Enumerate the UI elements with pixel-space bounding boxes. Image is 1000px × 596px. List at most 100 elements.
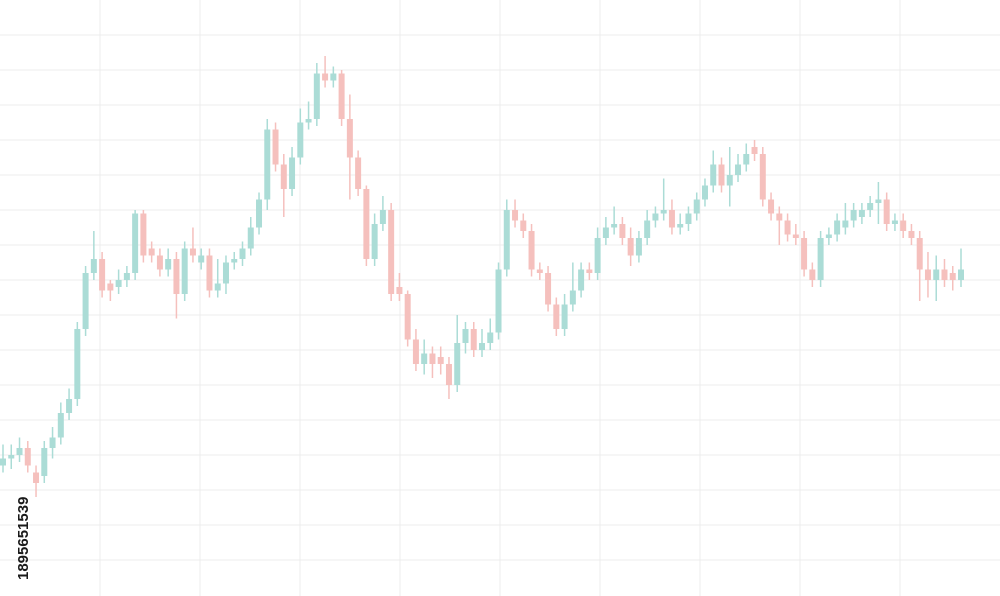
candle-body [825, 234, 832, 238]
candle-body [677, 224, 684, 228]
candle-body [74, 329, 81, 399]
candle-body [437, 357, 444, 364]
candle-body [900, 220, 907, 231]
candle-body [949, 273, 956, 280]
candle-body [553, 304, 560, 329]
candle-body [49, 437, 56, 448]
candle-body [363, 189, 370, 259]
candle-body [8, 455, 15, 459]
candle-body [214, 283, 221, 291]
candle-body [941, 269, 948, 280]
candle-body [569, 290, 576, 305]
candle-body [602, 227, 609, 238]
candle-body [206, 255, 213, 291]
candle-body [33, 472, 40, 483]
candle-body [181, 248, 188, 294]
candle-body [66, 399, 73, 413]
candle-body [239, 248, 246, 259]
candle-body [41, 448, 48, 476]
candle-body [247, 227, 254, 249]
candle-body [454, 343, 461, 385]
candle-body [479, 343, 485, 350]
candle-body [561, 304, 568, 329]
candle-body [346, 119, 353, 158]
candle-body [710, 164, 717, 186]
image-id: 1895651539 [15, 497, 32, 580]
candle-body [297, 122, 304, 158]
candle-body [24, 448, 31, 466]
candle-body [330, 73, 337, 81]
candle-body [875, 199, 882, 203]
candle-body [644, 220, 651, 238]
candle-body [132, 213, 139, 273]
candle-body [693, 199, 700, 214]
candle-body [536, 269, 543, 273]
candle-body [412, 339, 419, 364]
candle-body [743, 154, 750, 165]
candle-body [635, 238, 642, 256]
candle-body [958, 269, 964, 280]
candle-body [660, 210, 667, 214]
candle-body [685, 213, 692, 224]
candle-body [256, 199, 263, 228]
candle-body [404, 294, 411, 340]
candle-body [322, 73, 329, 81]
candle-body [165, 259, 172, 270]
candle-body [173, 259, 180, 294]
candle-body [578, 269, 585, 291]
candle-body [289, 157, 296, 189]
candle-body [123, 273, 130, 280]
candle-body [198, 255, 205, 263]
candle-body [313, 73, 320, 119]
candle-body [701, 185, 708, 200]
candle-body [388, 210, 395, 294]
candle-body [652, 213, 659, 221]
candle-body [115, 280, 122, 287]
candle-body [891, 220, 898, 224]
candle-body [148, 248, 155, 256]
candle-body [495, 269, 502, 333]
candle-body [421, 353, 428, 364]
candle-body [280, 164, 287, 189]
candle-body [520, 220, 527, 231]
candle-body [611, 224, 618, 228]
candle-body [668, 210, 675, 228]
candle-body [396, 287, 403, 294]
candle-body [834, 220, 841, 235]
candle-body [768, 199, 775, 214]
candle-body [371, 224, 378, 259]
candles [0, 56, 964, 497]
candle-body [842, 220, 849, 228]
candle-body [933, 269, 940, 280]
candle-body [222, 262, 229, 284]
candle-body [512, 210, 519, 221]
candle-body [801, 238, 808, 270]
candle-body [528, 231, 535, 270]
candle-body [470, 329, 477, 350]
candle-body [594, 238, 601, 273]
candle-body [545, 273, 552, 305]
candle-body [619, 224, 626, 238]
candle-body [809, 269, 816, 280]
candle-body [82, 273, 89, 329]
candle-body [586, 269, 593, 273]
candle-body [231, 259, 238, 263]
candle-body [462, 329, 469, 343]
candle-body [140, 213, 147, 256]
candle-body [784, 220, 791, 235]
candle-body [107, 283, 114, 291]
candle-body [0, 458, 6, 466]
candle-body [429, 353, 436, 364]
candle-body [883, 199, 890, 224]
candle-body [718, 164, 725, 186]
candle-body [272, 129, 279, 165]
candle-body [445, 364, 452, 385]
candle-body [776, 213, 783, 221]
candle-body [99, 259, 106, 291]
candle-body [817, 238, 824, 280]
candle-body [264, 129, 271, 200]
candle-body [759, 154, 766, 200]
candle-body [751, 147, 758, 154]
candle-body [57, 413, 64, 438]
